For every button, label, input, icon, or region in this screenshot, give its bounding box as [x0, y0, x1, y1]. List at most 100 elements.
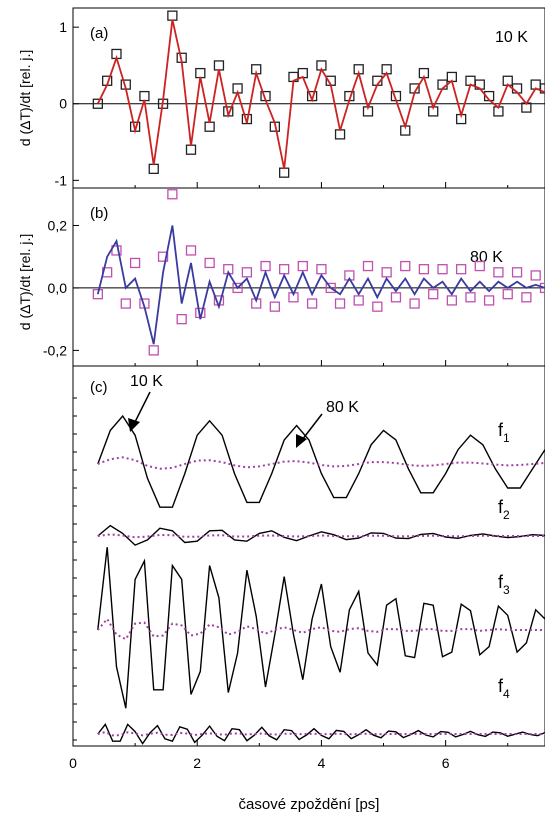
annotation-10k: 10 K [130, 373, 163, 390]
panel-a-marker [279, 167, 290, 178]
panel-b-marker [400, 260, 411, 272]
panel-b-marker [167, 189, 178, 200]
panel-b-marker [428, 289, 439, 300]
panel-b-y-ticks: 0,2 0,0 -0,2 [43, 217, 79, 358]
panel-a-marker [213, 60, 225, 71]
x-axis-title: časové zpoždění [ps] [239, 796, 380, 813]
panel-b-marker [204, 257, 215, 269]
label-f3: f3 [498, 572, 510, 597]
panel-a-marker [92, 98, 103, 109]
panel-b-y-tick-label: -0,2 [43, 342, 67, 358]
component-f3-80k [97, 617, 545, 641]
panel-c-frame [72, 365, 545, 747]
panel-b-marker [539, 282, 545, 294]
panel-c: (c) 10 K 80 K f1 f2 f3 f4 [72, 365, 545, 747]
panel-a-marker [139, 90, 150, 102]
panel-a-marker [148, 163, 159, 175]
arrow-10k [133, 391, 151, 425]
panel-a-ylabel: d (ΔT)/dt [rel. j.] [17, 50, 33, 146]
panel-b-marker [241, 267, 253, 278]
panel-b-marker [381, 267, 392, 278]
panel-b-marker [297, 260, 308, 272]
panel-a-series [92, 10, 545, 178]
component-f1-80k [97, 456, 545, 470]
panel-b-marker [334, 298, 346, 309]
panel-b-marker [446, 295, 457, 306]
panel-a-y-tick-label: -1 [55, 172, 68, 188]
panel-b-marker [530, 270, 541, 281]
panel-b-fit-line [96, 225, 545, 345]
panel-a-label: (a) [90, 25, 108, 42]
component-f1-10k [97, 414, 545, 508]
panel-b-series [92, 189, 545, 356]
label-f1: f1 [498, 420, 510, 445]
x-tick-label: 0 [69, 755, 77, 771]
panel-a: (a) 10 K d (ΔT)/dt [rel. j.] 1 0 -1 [17, 7, 545, 189]
panel-b-marker [232, 282, 243, 294]
panel-b-marker [176, 314, 187, 325]
panel-b-label: (b) [90, 205, 108, 222]
panel-a-marker [204, 121, 215, 132]
panel-b-marker [418, 264, 430, 275]
panel-b-marker [456, 264, 467, 275]
panel-b-marker [129, 257, 141, 269]
panel-b-marker [521, 292, 532, 303]
x-tick-labels: 0 2 4 6 [69, 755, 450, 771]
annotation-80k: 80 K [326, 399, 359, 416]
panel-b-marker [437, 264, 448, 275]
x-tick-label: 2 [193, 755, 201, 771]
panel-b-marker [409, 298, 420, 309]
panel-a-fit-line [96, 19, 545, 170]
panel-b-marker [157, 251, 169, 262]
panel-b-marker [120, 298, 131, 309]
panel-b-y-tick-label: 0,2 [48, 217, 68, 233]
panel-c-y-minor-ticks [72, 397, 509, 746]
component-f2-10k [97, 524, 545, 546]
panel-a-marker [334, 129, 346, 140]
panel-a-y-tick-label: 1 [59, 19, 67, 35]
x-tick-label: 4 [318, 755, 326, 771]
panel-a-temp: 10 K [495, 29, 528, 46]
panel-b-marker [493, 267, 504, 278]
panel-b-marker [390, 292, 402, 303]
panel-a-marker [167, 10, 178, 21]
panel-a-marker [241, 113, 253, 125]
x-axis: 0 2 4 6 časové zpoždění [ps] [69, 755, 450, 813]
panel-b: (b) 80 K d (ΔT)/dt [rel. j.] 0,20,0-0,2 [17, 187, 545, 367]
panel-a-frame [72, 7, 545, 189]
panel-b-y-tick-label: 0,0 [48, 280, 68, 296]
panel-b-frame [72, 187, 545, 367]
panel-b-marker [316, 264, 327, 275]
arrow-10k-head [128, 418, 140, 432]
panel-a-marker [195, 67, 206, 79]
panel-b-marker [111, 245, 122, 256]
panel-b-marker [260, 260, 271, 272]
component-f4-10k [97, 723, 545, 745]
component-f3-10k [97, 547, 545, 709]
panel-a-y-tick-label: 0 [59, 96, 67, 112]
panel-a-marker [539, 83, 545, 94]
panel-b-marker [325, 282, 336, 294]
panel-b-marker [372, 301, 383, 312]
panel-b-x-ticks [72, 360, 509, 366]
panel-b-marker [185, 245, 197, 256]
panel-a-y-ticks: 1 0 -1 [55, 19, 79, 188]
panel-b-marker [148, 345, 159, 356]
panel-b-marker [279, 264, 290, 275]
component-f2-80k [97, 533, 545, 539]
panel-a-marker [185, 144, 197, 155]
panel-b-marker [92, 289, 103, 300]
panel-c-series [97, 414, 545, 745]
label-f4: f4 [498, 676, 510, 701]
panel-b-ylabel: d (ΔT)/dt [rel. j.] [17, 234, 33, 330]
arrow-80k-head [296, 434, 307, 448]
panel-b-marker [353, 295, 364, 306]
panel-c-label: (c) [90, 379, 108, 396]
panel-b-marker [362, 260, 374, 272]
label-f2: f2 [498, 497, 510, 522]
panel-b-marker [306, 298, 318, 309]
panel-b-marker [465, 292, 476, 303]
panel-b-marker [511, 267, 523, 278]
panel-b-marker [502, 289, 513, 300]
